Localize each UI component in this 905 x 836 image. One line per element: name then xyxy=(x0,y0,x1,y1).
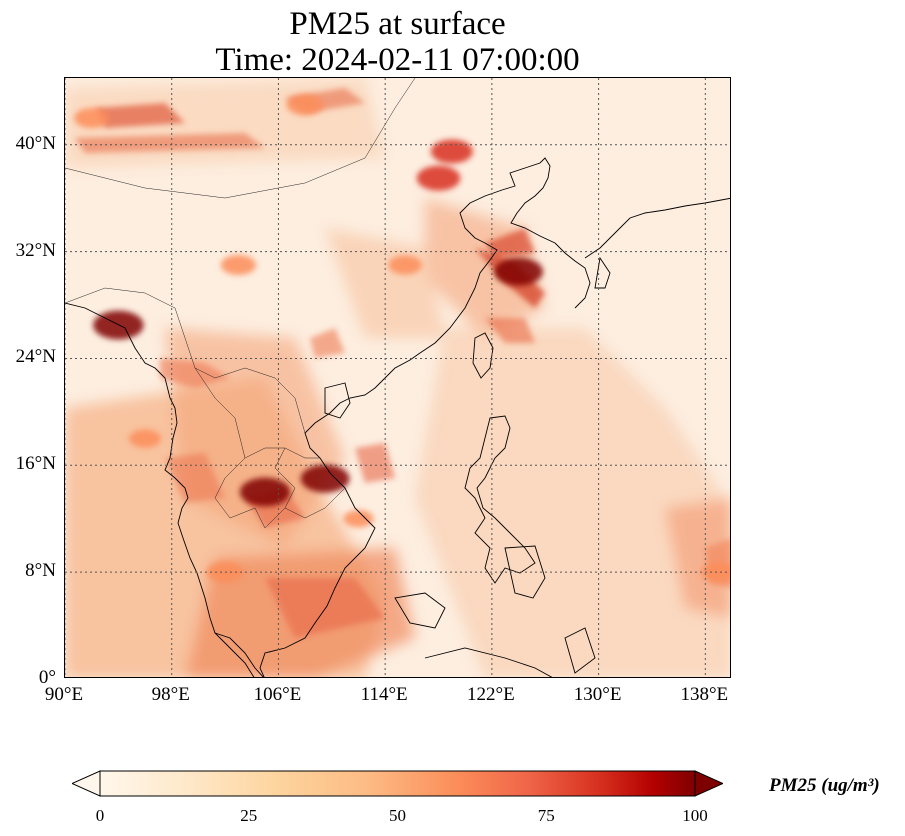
map-panel xyxy=(64,77,731,678)
x-tick-label: 90°E xyxy=(44,684,84,705)
y-tick-label: 16°N xyxy=(15,453,56,475)
pm25-hotspot xyxy=(239,477,291,507)
plot-title-line1: PM25 at surface xyxy=(289,6,506,42)
map-canvas xyxy=(65,78,730,677)
y-tick-label: 24°N xyxy=(15,346,56,368)
x-tick-label: 106°E xyxy=(253,684,302,705)
pm25-hotspot xyxy=(74,107,110,129)
colorbar-tick-label: 25 xyxy=(240,806,258,825)
x-tick-label: 138°E xyxy=(680,684,729,705)
y-tick-label: 8°N xyxy=(25,560,56,582)
pm25-hotspot xyxy=(286,94,324,116)
pm25-hotspot xyxy=(430,139,473,164)
plot-title-line2: Time: 2024-02-11 07:00:00 xyxy=(215,42,580,78)
colorbar-tick-label: 50 xyxy=(389,806,406,825)
pm25-hotspot xyxy=(494,257,543,286)
colorbar-tick-label: 0 xyxy=(95,806,105,825)
pm25-hotspot xyxy=(343,510,374,528)
colorbar-tick-label: 100 xyxy=(682,806,708,825)
gridlines xyxy=(65,78,730,677)
pm25-hotspot xyxy=(388,255,422,275)
coastlines xyxy=(65,157,730,677)
x-tick-label: 98°E xyxy=(151,684,190,705)
country-borders xyxy=(65,78,416,529)
pm25-hotspot xyxy=(220,254,257,276)
pm25-hotspot xyxy=(416,165,461,191)
pm25-hotspots xyxy=(75,88,730,638)
colorbar-extend-high xyxy=(694,770,725,797)
colorbar-tick-label: 75 xyxy=(537,806,555,825)
y-tick-label: 40°N xyxy=(15,132,56,154)
y-tick-label: 32°N xyxy=(15,239,56,261)
pm25-hotspot xyxy=(300,464,350,493)
x-tick-label: 130°E xyxy=(573,684,622,705)
pm25-maxima xyxy=(74,94,730,583)
y-tick-label: 0° xyxy=(38,667,56,688)
colorbar-extend-low xyxy=(70,770,101,797)
colorbar-gradient xyxy=(99,770,696,797)
x-tick-label: 122°E xyxy=(467,684,515,705)
pm25-hotspot xyxy=(129,429,161,448)
colorbar xyxy=(70,770,725,797)
colorbar-label: PM25 (ug/m³) xyxy=(769,775,880,796)
x-tick-label: 114°E xyxy=(360,684,408,705)
